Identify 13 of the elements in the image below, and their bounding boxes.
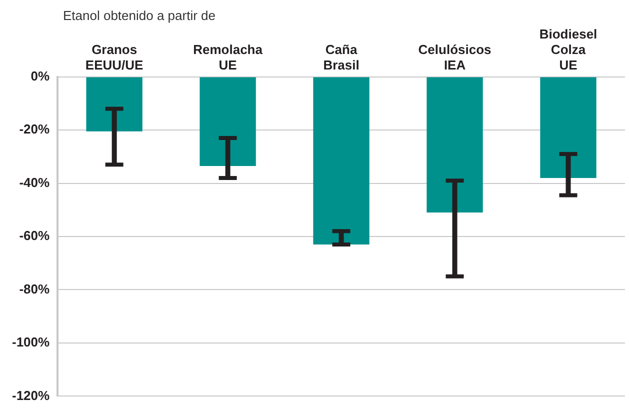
y-tick-label: 0%: [30, 68, 50, 84]
y-tick-label: -120%: [12, 388, 50, 403]
x-tick-label: Caña Brasil: [323, 42, 360, 73]
y-tick-label: -20%: [19, 122, 50, 137]
x-tick-label: Granos EEUU/UE: [85, 42, 144, 73]
x-tick-label: Biodiesel Colza UE: [539, 26, 598, 73]
y-tick-label: -80%: [19, 281, 50, 296]
x-tick-label: Celulósicos IEA: [418, 42, 492, 73]
y-tick-label: -40%: [19, 174, 50, 190]
y-tick-label: -100%: [12, 334, 50, 350]
y-tick-label: -60%: [19, 228, 50, 244]
chart-subtitle: Etanol obtenido a partir de: [63, 8, 216, 23]
x-tick-label: Remolacha UE: [193, 42, 264, 73]
